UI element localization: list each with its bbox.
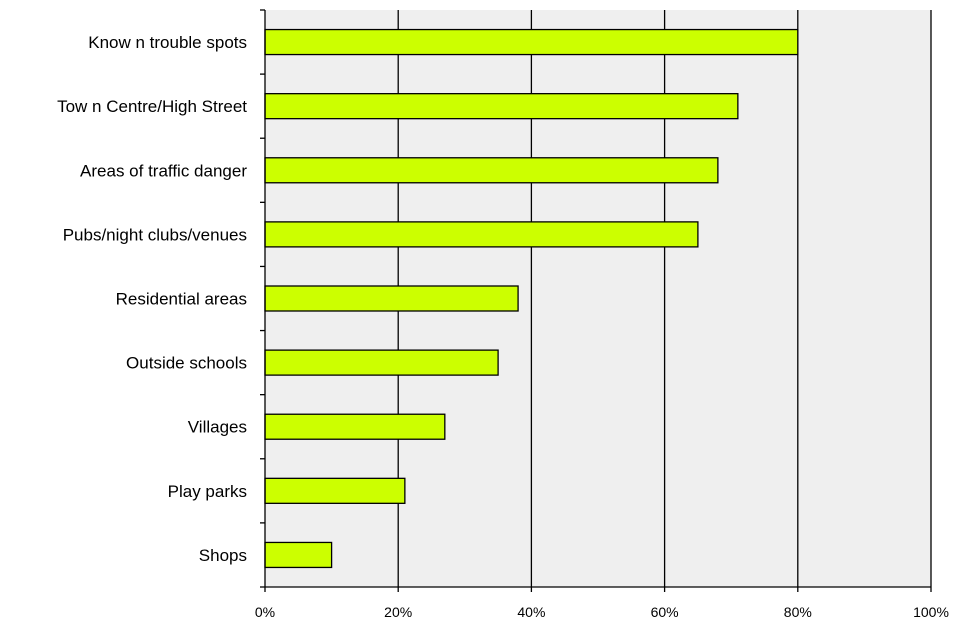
category-label-2: Tow n Centre/High Street xyxy=(57,97,247,116)
category-label-9: Shops xyxy=(199,546,247,565)
bar-8 xyxy=(264,477,406,504)
bar-2 xyxy=(264,93,739,120)
x-tick-label-80: 80% xyxy=(784,604,812,620)
bar-4 xyxy=(264,221,699,248)
bar-5 xyxy=(264,285,519,312)
category-labels: Know n trouble spots Tow n Centre/High St… xyxy=(57,33,247,565)
category-label-8: Play parks xyxy=(168,482,247,501)
axes xyxy=(260,9,932,592)
bar-6 xyxy=(264,349,499,376)
x-tick-label-40: 40% xyxy=(517,604,545,620)
category-label-7: Villages xyxy=(188,418,247,437)
x-tick-label-60: 60% xyxy=(651,604,679,620)
category-label-1: Know n trouble spots xyxy=(88,33,247,52)
x-tick-labels: 0% 20% 40% 60% 80% 100% xyxy=(255,604,949,620)
category-label-5: Residential areas xyxy=(116,290,247,309)
bar-7 xyxy=(264,413,446,440)
x-tick-label-20: 20% xyxy=(384,604,412,620)
category-label-6: Outside schools xyxy=(126,354,247,373)
category-label-4: Pubs/night clubs/venues xyxy=(63,225,247,244)
bar-9 xyxy=(264,541,333,569)
category-label-3: Areas of traffic danger xyxy=(80,161,247,180)
bar-1 xyxy=(264,28,799,56)
bar-3 xyxy=(264,157,719,184)
x-tick-label-0: 0% xyxy=(255,604,275,620)
x-tick-label-100: 100% xyxy=(913,604,949,620)
